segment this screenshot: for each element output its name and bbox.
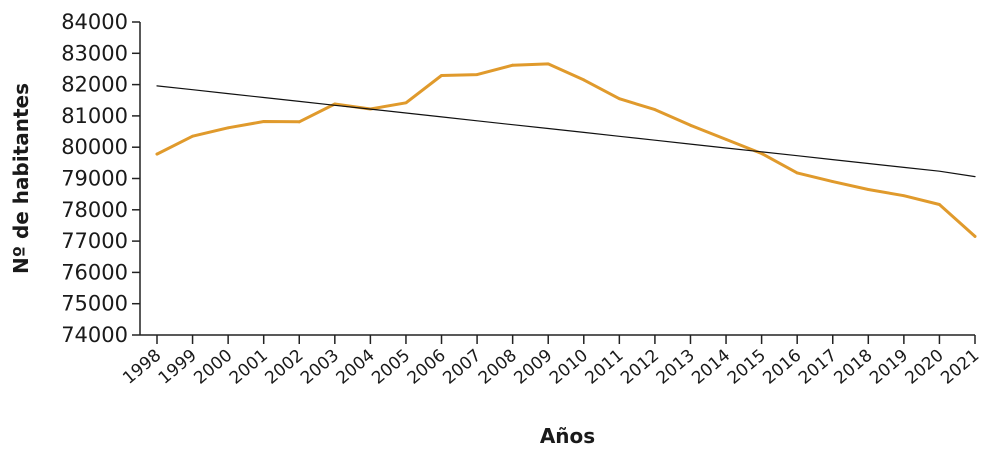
x-tick-label: 2021: [937, 346, 983, 389]
data-point: [226, 126, 230, 130]
data-point: [404, 101, 408, 105]
data-point: [938, 203, 941, 206]
data-point: [617, 97, 621, 101]
x-tick-label: 2009: [510, 346, 556, 389]
x-tick-label: 2010: [546, 346, 592, 389]
data-point: [902, 194, 906, 198]
data-point: [262, 120, 266, 123]
data-point: [297, 120, 301, 124]
x-tick-label: 2003: [297, 346, 343, 389]
data-point: [475, 73, 479, 76]
x-tick-label: 1998: [119, 346, 165, 389]
trend-line: [156, 85, 976, 178]
x-ticks: 1998199920002001200220032004200520062007…: [119, 335, 983, 389]
data-point: [689, 123, 692, 127]
series-layer: [155, 62, 977, 238]
x-tick-label: 2016: [759, 346, 805, 389]
data-point: [511, 63, 515, 67]
x-tick-label: 2014: [688, 346, 734, 389]
x-tick-label: 2002: [261, 346, 307, 389]
data-point: [155, 152, 159, 156]
y-ticks: 74000 75000 76000 77000 78000 79000 80000 81000…: [61, 10, 140, 347]
data-point: [760, 152, 764, 155]
data-point: [831, 180, 835, 184]
data-point: [582, 78, 586, 82]
x-tick-label: 1999: [155, 346, 201, 389]
x-axis-title: Años: [540, 424, 595, 448]
data-point: [866, 188, 870, 191]
x-tick-label: 2017: [795, 346, 841, 389]
x-tick-label: 2015: [724, 346, 770, 389]
data-point: [440, 74, 443, 77]
y-tick-label: 79000: [61, 167, 128, 191]
x-tick-label: 2004: [333, 346, 379, 389]
x-tick-label: 2000: [190, 346, 236, 389]
x-tick-label: 2008: [475, 346, 521, 389]
y-tick-label: 81000: [61, 104, 128, 128]
x-tick-label: 2011: [582, 346, 628, 389]
y-tick-label: 75000: [61, 292, 128, 316]
y-tick-label: 82000: [61, 73, 128, 97]
data-point: [724, 137, 728, 141]
y-tick-label: 84000: [61, 10, 128, 34]
x-tick-label: 2007: [439, 346, 485, 389]
data-point: [546, 62, 550, 66]
x-tick-label: 2006: [404, 346, 450, 389]
x-tick-label: 2012: [617, 346, 663, 389]
x-tick-label: 2001: [226, 346, 272, 389]
x-tick-label: 2005: [368, 346, 414, 389]
y-axis-title: Nº de habitantes: [9, 83, 33, 274]
data-point: [191, 134, 194, 138]
y-tick-label: 74000: [61, 323, 128, 347]
y-tick-label: 76000: [61, 260, 128, 284]
x-tick-label: 2013: [653, 346, 699, 389]
x-tick-label: 2020: [902, 346, 948, 389]
y-tick-label: 77000: [61, 229, 128, 253]
data-point: [653, 108, 657, 112]
x-tick-label: 2018: [831, 346, 877, 389]
y-tick-label: 83000: [61, 41, 128, 65]
series-line: [155, 62, 977, 238]
x-tick-label: 2019: [866, 346, 912, 389]
data-point: [973, 235, 977, 238]
y-tick-label: 80000: [61, 135, 128, 159]
data-point: [795, 171, 799, 175]
y-tick-label: 78000: [61, 198, 128, 222]
